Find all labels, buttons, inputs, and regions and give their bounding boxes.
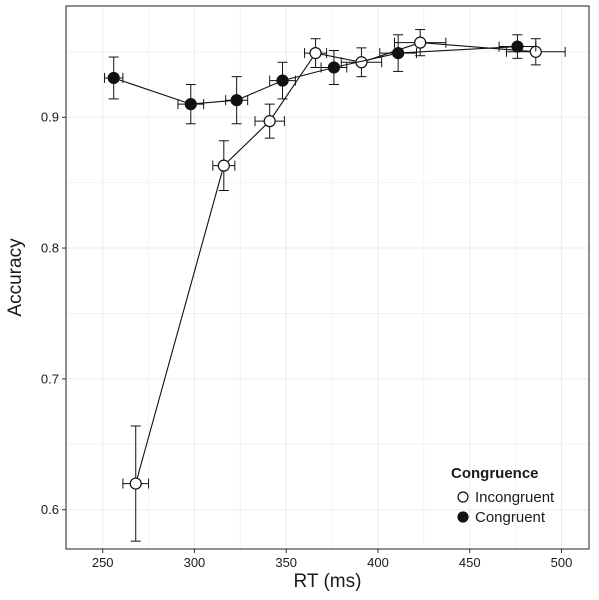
y-tick-label: 0.8 — [41, 241, 59, 256]
data-point-congruent — [184, 98, 197, 111]
x-tick-label: 450 — [459, 555, 481, 570]
legend-title: Congruence — [451, 465, 539, 482]
y-axis-title: Accuracy — [5, 238, 26, 317]
data-point-congruent — [392, 47, 405, 60]
y-tick-label: 0.6 — [41, 502, 59, 517]
legend-marker-congruent — [457, 511, 469, 523]
data-point-incongruent — [414, 36, 427, 49]
legend: Congruence Incongruent Congruent — [451, 465, 555, 526]
data-point-incongruent — [309, 47, 322, 60]
data-point-congruent — [107, 71, 120, 85]
data-point-incongruent — [263, 115, 276, 128]
data-point-incongruent — [217, 159, 230, 172]
axes: 250 300 350 400 450 500 0.6 0.7 0.8 0.9 — [41, 110, 572, 570]
y-tick-label: 0.9 — [41, 110, 59, 125]
data-point-congruent — [276, 74, 289, 87]
x-tick-label: 400 — [367, 555, 389, 570]
data-point-congruent — [327, 61, 341, 74]
legend-label-congruent: Congruent — [475, 509, 546, 526]
x-tick-label: 500 — [551, 555, 573, 570]
data-point-congruent — [230, 94, 243, 107]
legend-label-incongruent: Incongruent — [475, 489, 555, 506]
y-tick-label: 0.7 — [41, 371, 59, 386]
x-tick-label: 350 — [275, 555, 297, 570]
legend-marker-incongruent — [457, 491, 469, 503]
data-point-incongruent — [129, 477, 142, 490]
series-incongruent — [122, 29, 566, 542]
plot-frame — [65, 5, 590, 550]
x-tick-label: 250 — [92, 555, 114, 570]
series-layer — [104, 29, 566, 542]
data-point-congruent — [511, 40, 524, 53]
series-line-incongruent — [135, 42, 536, 484]
x-axis-title: RT (ms) — [294, 571, 362, 592]
x-tick-label: 300 — [184, 555, 206, 570]
series-congruent — [104, 34, 537, 125]
